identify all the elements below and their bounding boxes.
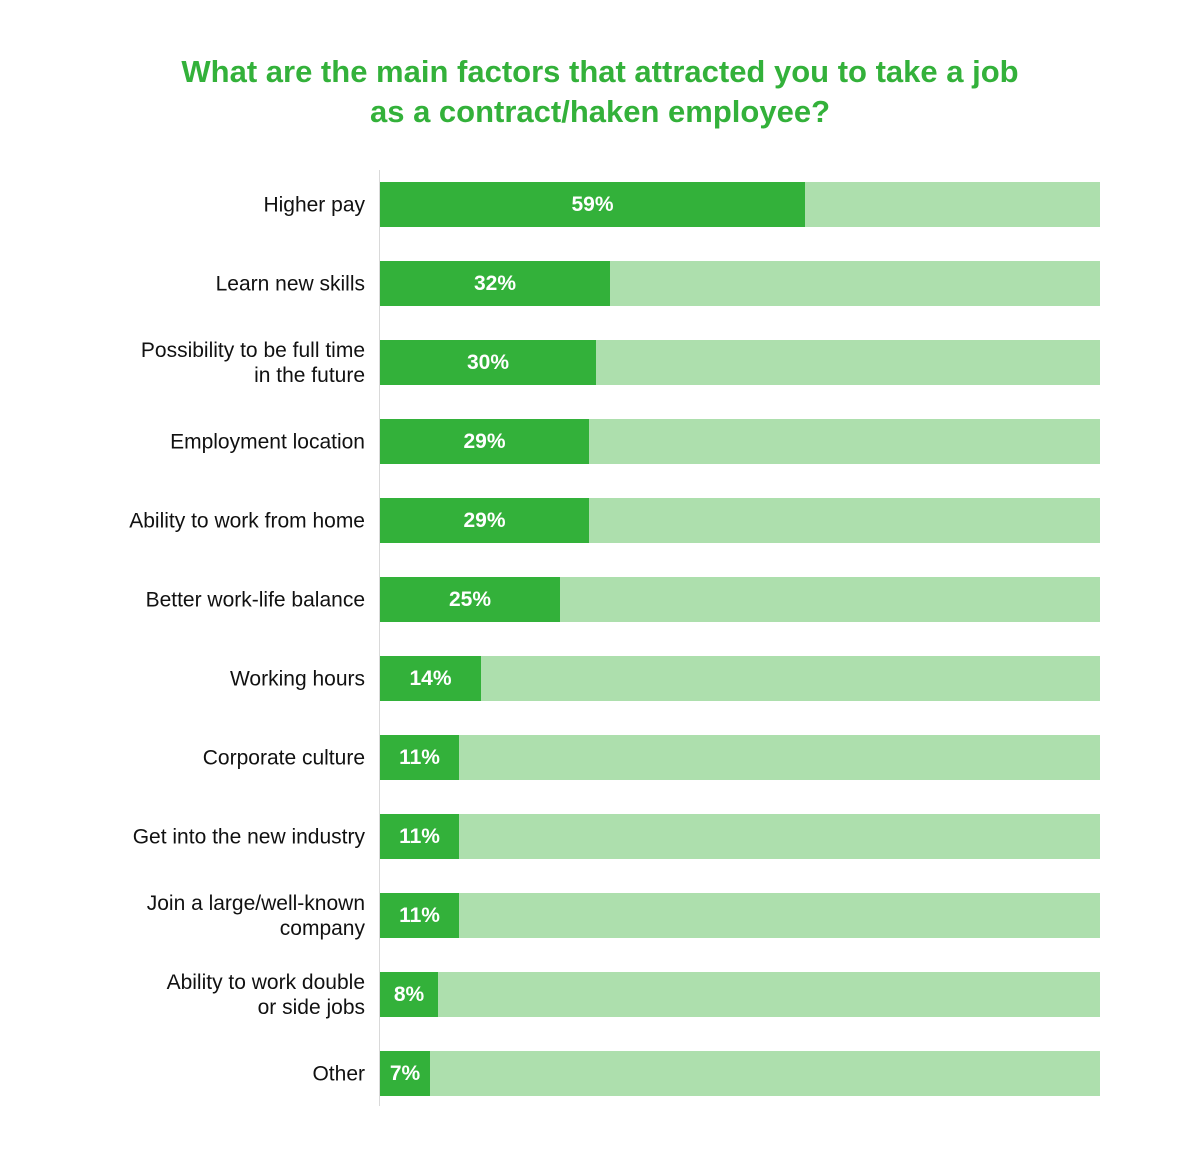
category-label: Ability to work double or side jobs xyxy=(166,970,365,1019)
data-label: 7% xyxy=(389,1062,421,1085)
bar xyxy=(380,340,596,385)
bar xyxy=(380,419,589,464)
y-axis-line xyxy=(379,170,380,1106)
data-label: 32% xyxy=(473,272,517,295)
category-label: Learn new skills xyxy=(215,272,365,295)
category-label: Other xyxy=(312,1062,365,1085)
bar xyxy=(380,1051,430,1096)
bar-track xyxy=(380,1051,1100,1096)
data-label: 29% xyxy=(463,509,506,532)
chart-title: What are the main factors that attracted… xyxy=(181,54,1019,129)
data-label: 11% xyxy=(399,904,440,927)
category-label: Employment location xyxy=(170,430,365,453)
bar-track xyxy=(380,814,1100,859)
bar xyxy=(380,577,560,622)
category-label: Join a large/well-known company xyxy=(146,891,365,940)
data-label: 11% xyxy=(399,746,440,769)
category-label: Better work-life balance xyxy=(145,588,365,611)
data-label: 30% xyxy=(466,351,510,374)
bar xyxy=(380,735,459,780)
data-label: 25% xyxy=(448,588,492,611)
category-label: Corporate culture xyxy=(202,746,365,769)
category-label: Possibility to be full time in the futur… xyxy=(140,338,365,387)
bar-track xyxy=(380,735,1100,780)
data-label: 11% xyxy=(399,825,440,848)
data-label: 8% xyxy=(393,983,425,1006)
bar xyxy=(380,656,481,701)
bar xyxy=(380,814,459,859)
bar-track xyxy=(380,656,1100,701)
bar-track xyxy=(380,972,1100,1017)
data-label: 14% xyxy=(409,667,452,690)
bar xyxy=(380,182,805,227)
category-label: Get into the new industry xyxy=(132,825,365,848)
data-label: 29% xyxy=(463,430,506,453)
bar xyxy=(380,972,438,1017)
category-label: Ability to work from home xyxy=(129,509,365,532)
data-label: 59% xyxy=(571,193,614,216)
category-label: Working hours xyxy=(229,667,365,690)
bar-track xyxy=(380,893,1100,938)
bar xyxy=(380,498,589,543)
bar xyxy=(380,261,610,306)
category-label: Higher pay xyxy=(263,193,365,216)
bar xyxy=(380,893,459,938)
